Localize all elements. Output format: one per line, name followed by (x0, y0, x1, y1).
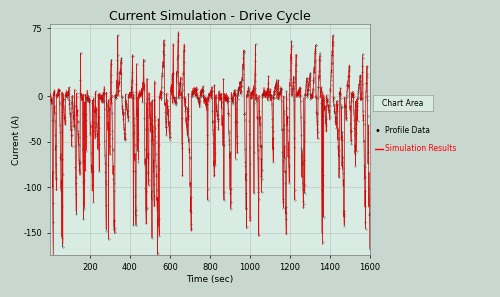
X-axis label: Time (sec): Time (sec) (186, 275, 234, 284)
Title: Current Simulation - Drive Cycle: Current Simulation - Drive Cycle (109, 10, 311, 23)
Text: •: • (374, 126, 380, 136)
Y-axis label: Current (A): Current (A) (12, 115, 21, 165)
Text: Chart Area: Chart Area (382, 99, 423, 108)
Text: Profile Data: Profile Data (385, 126, 430, 135)
Text: Simulation Results: Simulation Results (385, 144, 456, 153)
